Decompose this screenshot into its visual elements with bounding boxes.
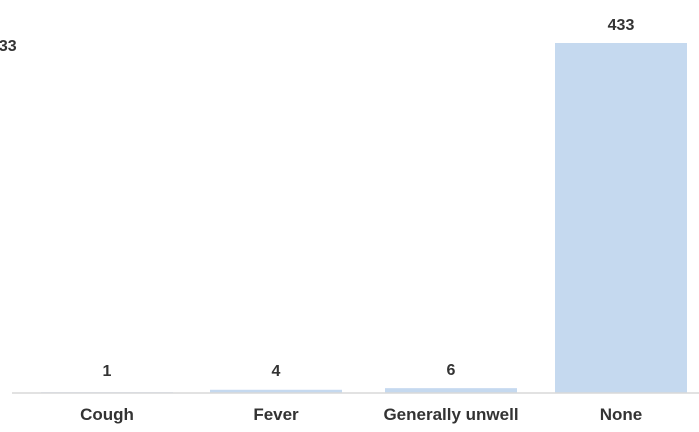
bar-none [555,43,687,393]
bars-group [41,43,687,393]
x-tick-labels-group: Cough Fever Generally unwell None [80,405,642,424]
bar-fever [210,389,342,393]
data-labels-group: 1 4 6 433 [103,17,635,380]
data-label: 6 [447,362,456,379]
bar-generally-unwell [385,388,517,393]
x-tick-label: None [600,405,643,424]
y-axis-tick-label: 433 [0,38,17,55]
x-tick-label: Fever [253,405,299,424]
data-label: 4 [272,363,281,380]
data-label: 433 [608,17,635,34]
x-tick-label: Cough [80,405,134,424]
x-tick-label: Generally unwell [383,405,518,424]
data-label: 1 [103,363,112,380]
